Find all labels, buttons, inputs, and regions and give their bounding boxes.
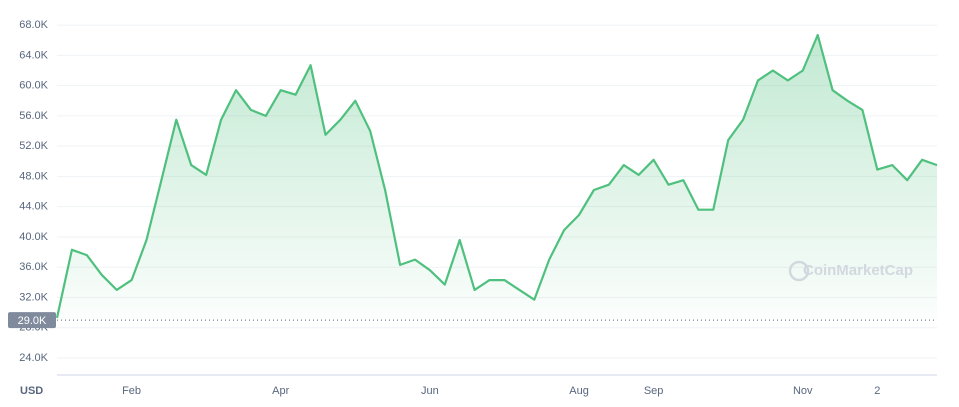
y-tick-label: 40.0K [19, 231, 48, 243]
area [57, 35, 937, 321]
y-tick-label: 56.0K [19, 110, 48, 122]
labels: 24.0K28.0K32.0K36.0K40.0K44.0K48.0K52.0K… [8, 19, 880, 397]
y-tick-label: 48.0K [19, 170, 48, 182]
y-tick-label: 64.0K [19, 49, 48, 61]
currency-label: USD [20, 385, 43, 397]
watermark: CoinMarketCap [803, 262, 913, 279]
y-tick-label: 36.0K [19, 261, 48, 273]
x-tick-label: Sep [644, 385, 664, 397]
x-tick-label: Aug [569, 385, 589, 397]
y-tick-label: 24.0K [19, 352, 48, 364]
y-tick-label: 60.0K [19, 80, 48, 92]
x-tick-label: Jun [421, 385, 439, 397]
line [55, 33, 938, 319]
y-tick-label: 32.0K [19, 291, 48, 303]
plot [55, 33, 938, 321]
x-tick-label: 2 [874, 385, 880, 397]
reference-label-box [8, 312, 56, 329]
y-tick-label: 68.0K [19, 19, 48, 31]
reference-label: 29.0K [18, 315, 47, 327]
x-tick-label: Feb [122, 385, 141, 397]
x-tick-label: Nov [793, 385, 813, 397]
watermark-logo [788, 260, 810, 282]
y-tick-label: 44.0K [19, 201, 48, 213]
y-tick-label: 52.0K [19, 140, 48, 152]
x-tick-label: Apr [272, 385, 289, 397]
